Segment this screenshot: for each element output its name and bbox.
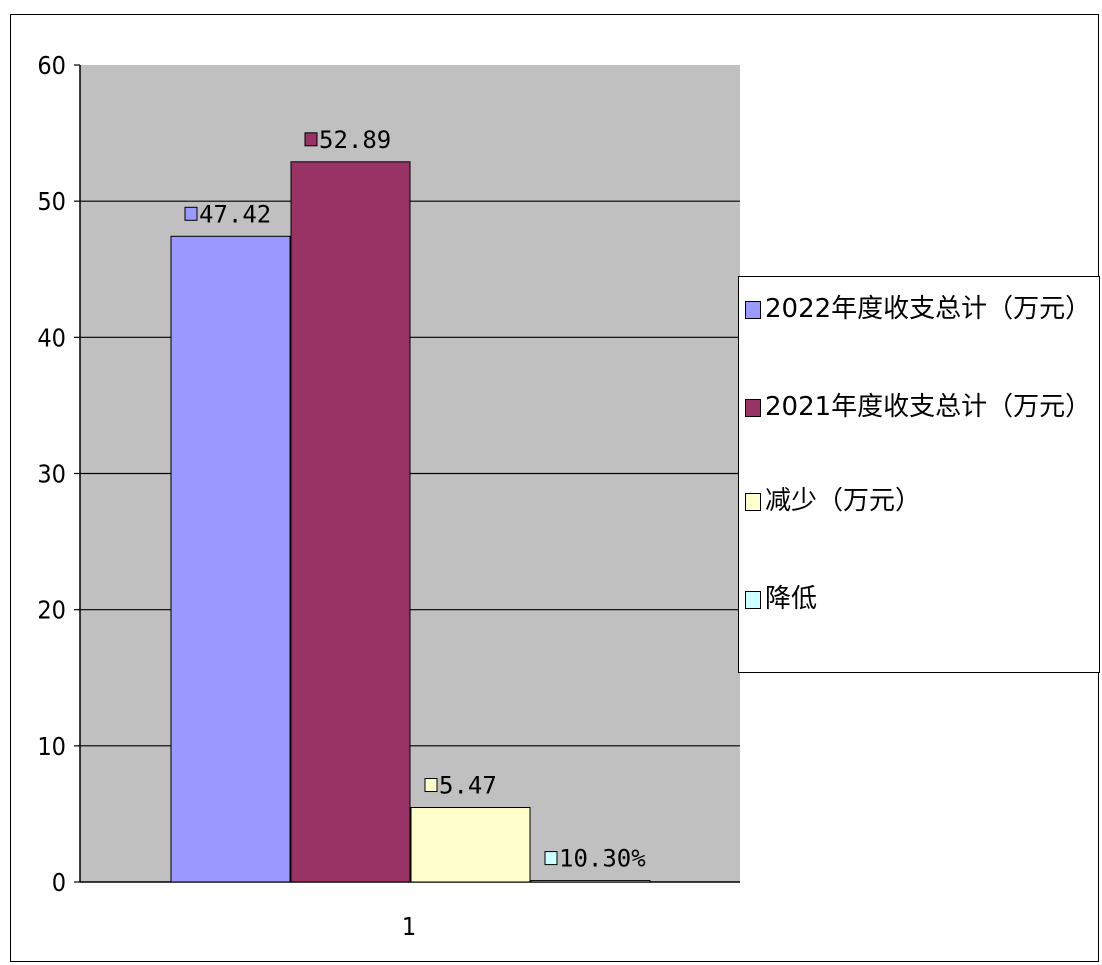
data-label-key (424, 778, 438, 793)
data-label-key (544, 851, 558, 866)
data-label-key (184, 206, 198, 221)
bar (170, 235, 291, 883)
y-tick-label: 40 (37, 323, 66, 352)
data-label: 47.42 (199, 200, 271, 228)
legend-item-reduction: 降低 (745, 579, 1095, 619)
legend-item-decrease: 减少（万元） (745, 481, 1095, 521)
legend-item-2022: 2022年度收支总计（万元） (745, 289, 1095, 329)
legend-swatch-decrease (745, 493, 761, 511)
y-tick-label: 0 (52, 868, 66, 897)
data-label: 5.47 (439, 772, 497, 800)
bar (410, 807, 531, 883)
y-tick-label: 50 (37, 187, 66, 216)
data-labels: 47.42 52.89 5.47 10.30% (184, 126, 646, 873)
data-label: 52.89 (319, 126, 391, 154)
y-tick-label: 60 (37, 51, 66, 80)
legend-label-2022: 2022年度收支总计（万元） (765, 294, 1092, 324)
y-tick-label: 30 (37, 460, 66, 489)
legend-swatch-2021 (745, 399, 761, 417)
data-label: 10.30% (559, 845, 646, 873)
data-label-key (304, 132, 318, 147)
bars (170, 161, 651, 883)
x-tick-label: 1 (402, 912, 416, 941)
legend-item-2021: 2021年度收支总计（万元） (745, 387, 1095, 427)
y-tick-label: 10 (37, 732, 66, 761)
bar (530, 880, 651, 883)
legend-label-reduction: 降低 (765, 584, 818, 614)
y-tick-label: 20 (37, 596, 66, 625)
bar (290, 161, 411, 883)
y-ticks: 0 10 20 30 40 50 60 (37, 51, 80, 897)
legend-swatch-2022 (745, 301, 761, 319)
legend: 2022年度收支总计（万元） 2021年度收支总计（万元） 减少（万元） 降低 (738, 276, 1100, 673)
legend-label-2021: 2021年度收支总计（万元） (765, 392, 1092, 422)
legend-label-decrease: 减少（万元） (765, 486, 922, 516)
legend-swatch-reduction (745, 591, 761, 609)
